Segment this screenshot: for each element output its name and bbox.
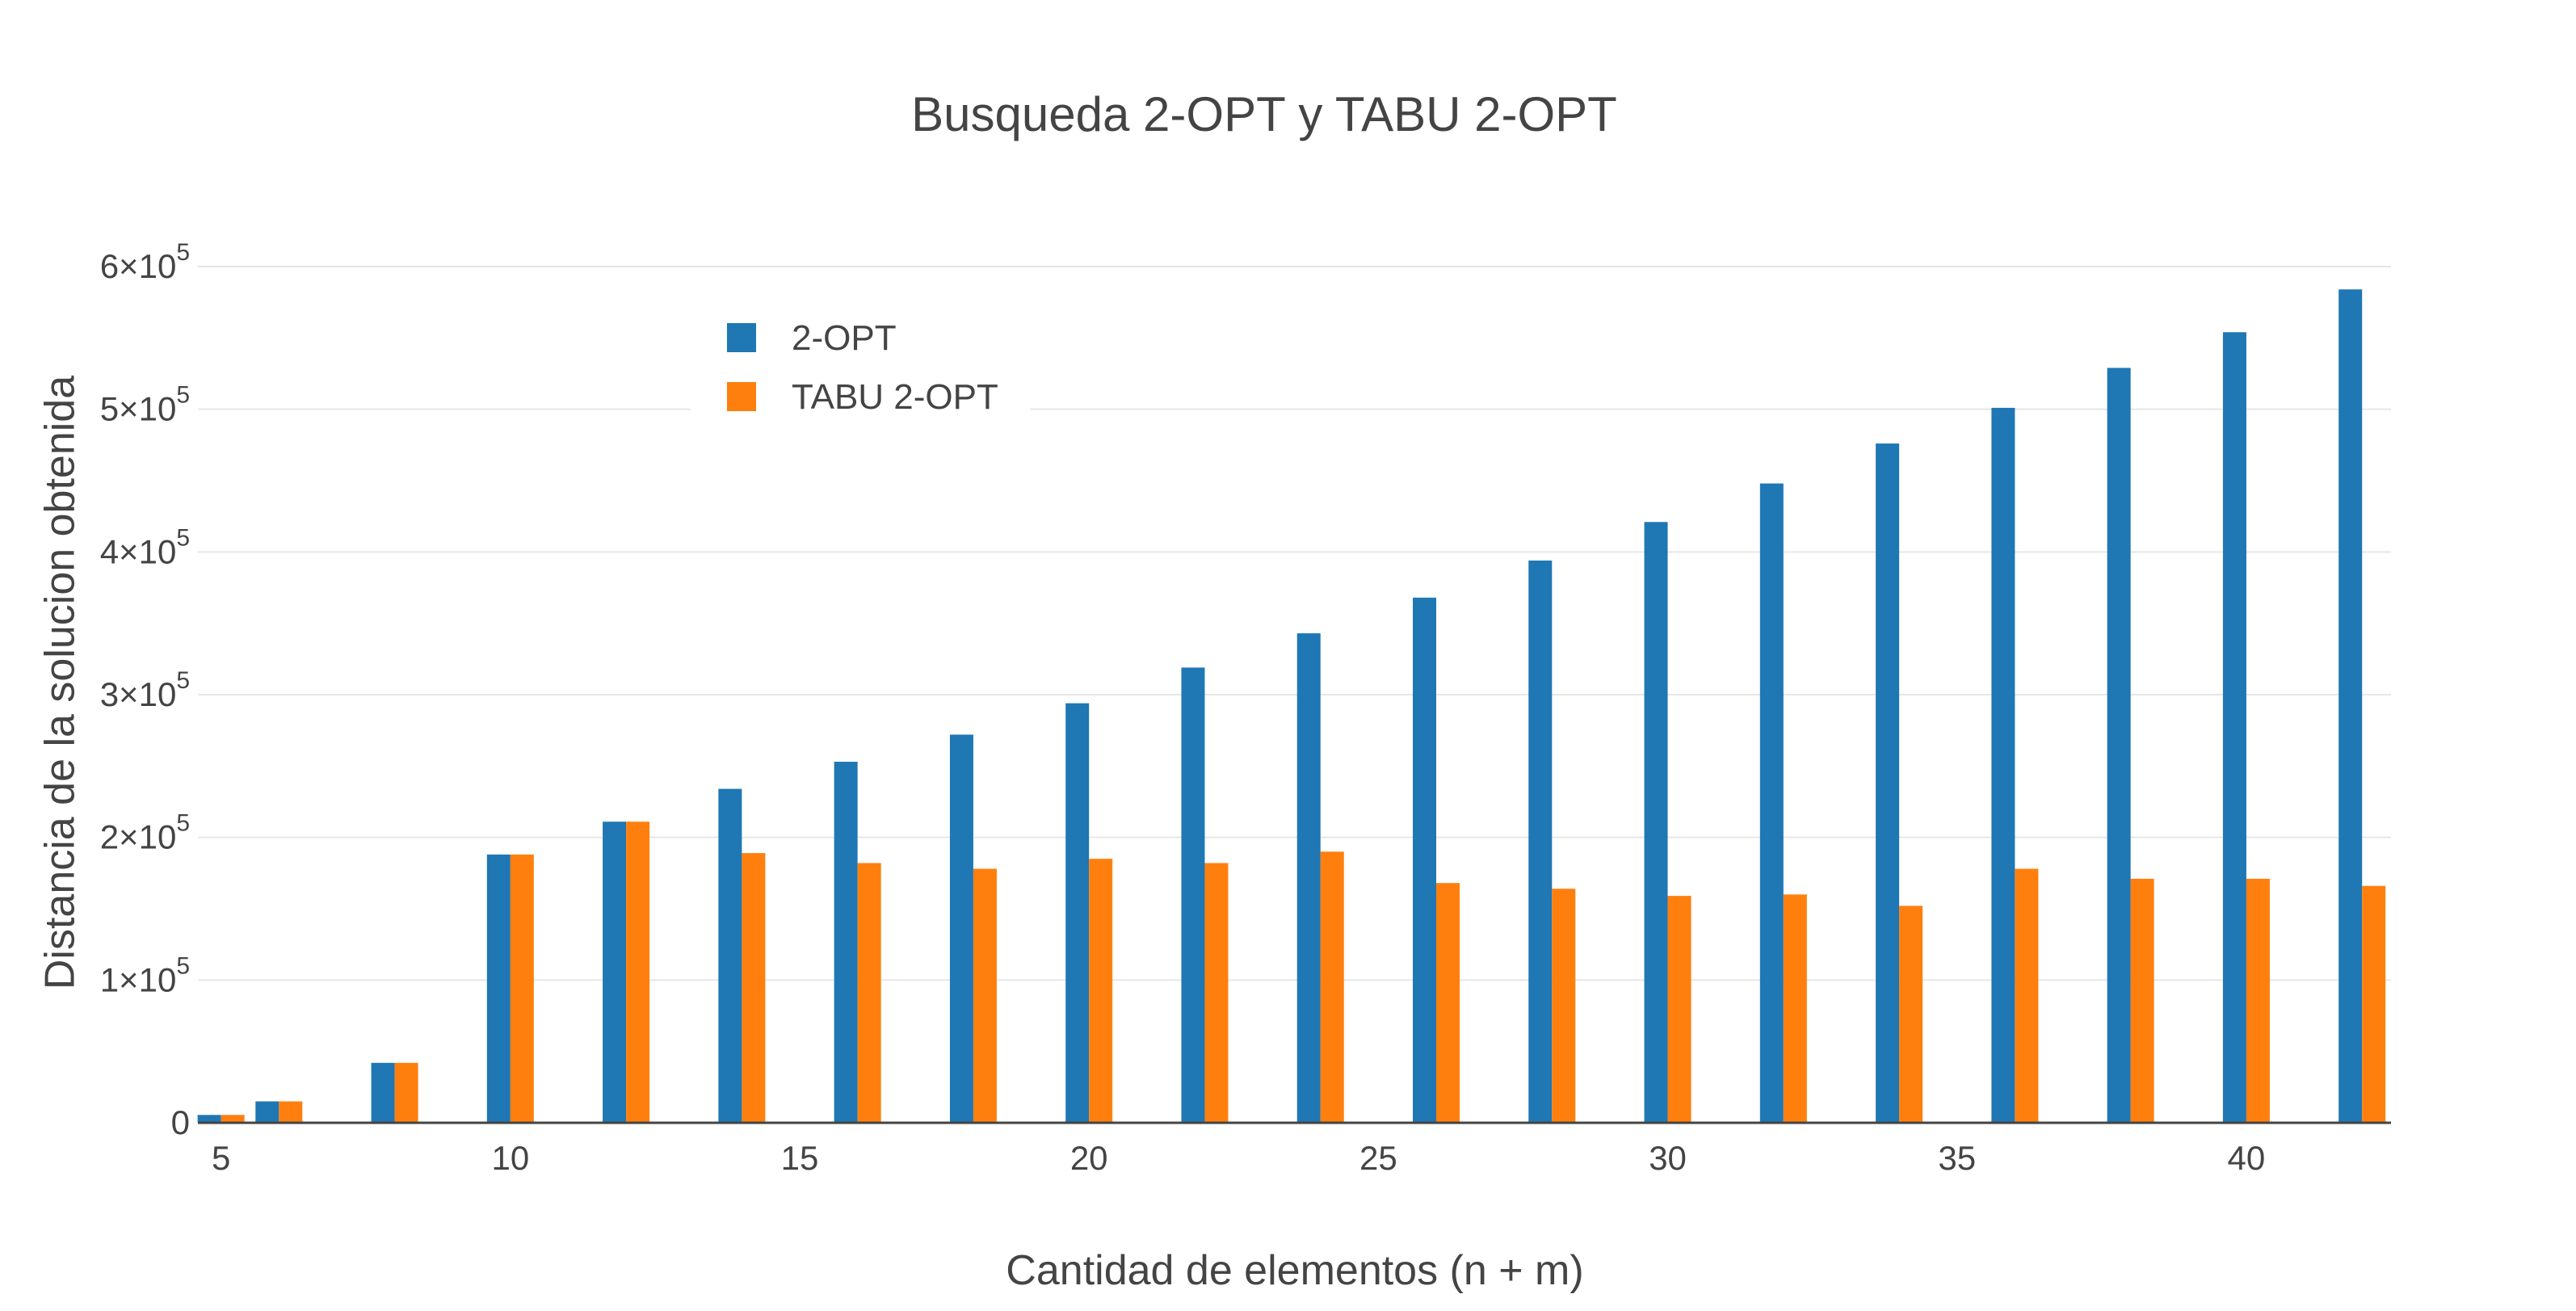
bar-2opt-20 (1065, 703, 1090, 1123)
bar-2opt-18 (949, 734, 973, 1123)
y-tick-label-2: 2×105 (100, 810, 190, 856)
bar-2opt-28 (1528, 560, 1553, 1123)
bar-2opt-5 (197, 1115, 221, 1123)
bar-tabu-2opt-40 (2246, 878, 2270, 1123)
bar-2opt-8 (371, 1062, 395, 1123)
bar-2opt-26 (1413, 597, 1437, 1123)
legend-swatch-1 (727, 382, 756, 411)
legend: 2-OPT TABU 2-OPT (691, 299, 1030, 428)
x-tick-label-25: 25 (1359, 1139, 1397, 1177)
x-tick-label-35: 35 (1938, 1139, 1976, 1177)
x-tick-label-40: 40 (2228, 1139, 2266, 1177)
bar-tabu-2opt-10 (510, 854, 534, 1123)
bar-2opt-38 (2107, 368, 2131, 1123)
bar-tabu-2opt-32 (1783, 894, 1807, 1123)
legend-swatch-0 (727, 323, 756, 352)
chart-title: Busqueda 2-OPT y TABU 2-OPT (911, 87, 1617, 141)
y-tick-label-3: 3×105 (100, 667, 190, 713)
bar-2opt-14 (718, 788, 742, 1123)
y-tick-label-1: 1×105 (100, 952, 190, 998)
bar-tabu-2opt-12 (626, 821, 650, 1123)
x-tick-label-30: 30 (1649, 1139, 1687, 1177)
y-axis-label: Distancia de la solucion obtenida (37, 376, 84, 990)
bar-tabu-2opt-16 (857, 863, 881, 1123)
bar-2opt-10 (486, 854, 511, 1123)
bar-tabu-2opt-38 (2130, 878, 2154, 1123)
x-tick-label-5: 5 (212, 1139, 230, 1177)
bar-tabu-2opt-42 (2362, 885, 2386, 1123)
bar-2opt-16 (834, 762, 858, 1123)
y-tick-label-0: 0 (171, 1103, 190, 1141)
bar-tabu-2opt-36 (2015, 868, 2039, 1123)
y-tick-label-6: 6×105 (100, 239, 190, 285)
bar-2opt-30 (1644, 522, 1668, 1123)
x-axis-label: Cantidad de elementos (n + m) (1006, 1247, 1583, 1294)
bar-2opt-42 (2339, 289, 2363, 1124)
bar-tabu-2opt-24 (1320, 851, 1344, 1123)
bars (197, 289, 2386, 1124)
x-tick-label-15: 15 (781, 1139, 819, 1177)
x-tick-label-20: 20 (1070, 1139, 1108, 1177)
bar-tabu-2opt-6 (279, 1101, 303, 1123)
bar-tabu-2opt-26 (1436, 883, 1460, 1123)
y-tick-label-5: 5×105 (100, 382, 190, 428)
bar-tabu-2opt-14 (742, 853, 766, 1123)
bar-tabu-2opt-8 (394, 1062, 418, 1123)
y-tick-labels: 0 1×105 2×105 3×105 4×105 5×105 6×105 (100, 239, 190, 1141)
bar-2opt-32 (1759, 483, 1784, 1123)
y-tick-label-4: 4×105 (100, 524, 190, 570)
bar-2opt-6 (255, 1101, 279, 1123)
bar-tabu-2opt-22 (1204, 863, 1229, 1123)
bar-tabu-2opt-28 (1552, 889, 1576, 1123)
bar-tabu-2opt-5 (221, 1115, 245, 1123)
legend-label-0: 2-OPT (792, 318, 897, 358)
bar-2opt-40 (2222, 332, 2246, 1123)
bar-2opt-22 (1181, 667, 1205, 1123)
bar-2opt-12 (603, 821, 627, 1123)
bar-2opt-24 (1296, 633, 1321, 1123)
bar-tabu-2opt-34 (1899, 906, 1923, 1123)
legend-label-1: TABU 2-OPT (792, 377, 998, 417)
bar-2opt-36 (1991, 407, 2015, 1123)
x-tick-labels: 5 10 15 20 25 30 35 40 (212, 1139, 2265, 1177)
bar-tabu-2opt-18 (973, 868, 997, 1123)
bar-tabu-2opt-20 (1089, 859, 1113, 1123)
bar-2opt-34 (1876, 443, 1900, 1123)
x-tick-label-10: 10 (491, 1139, 529, 1177)
bar-tabu-2opt-30 (1667, 896, 1691, 1123)
